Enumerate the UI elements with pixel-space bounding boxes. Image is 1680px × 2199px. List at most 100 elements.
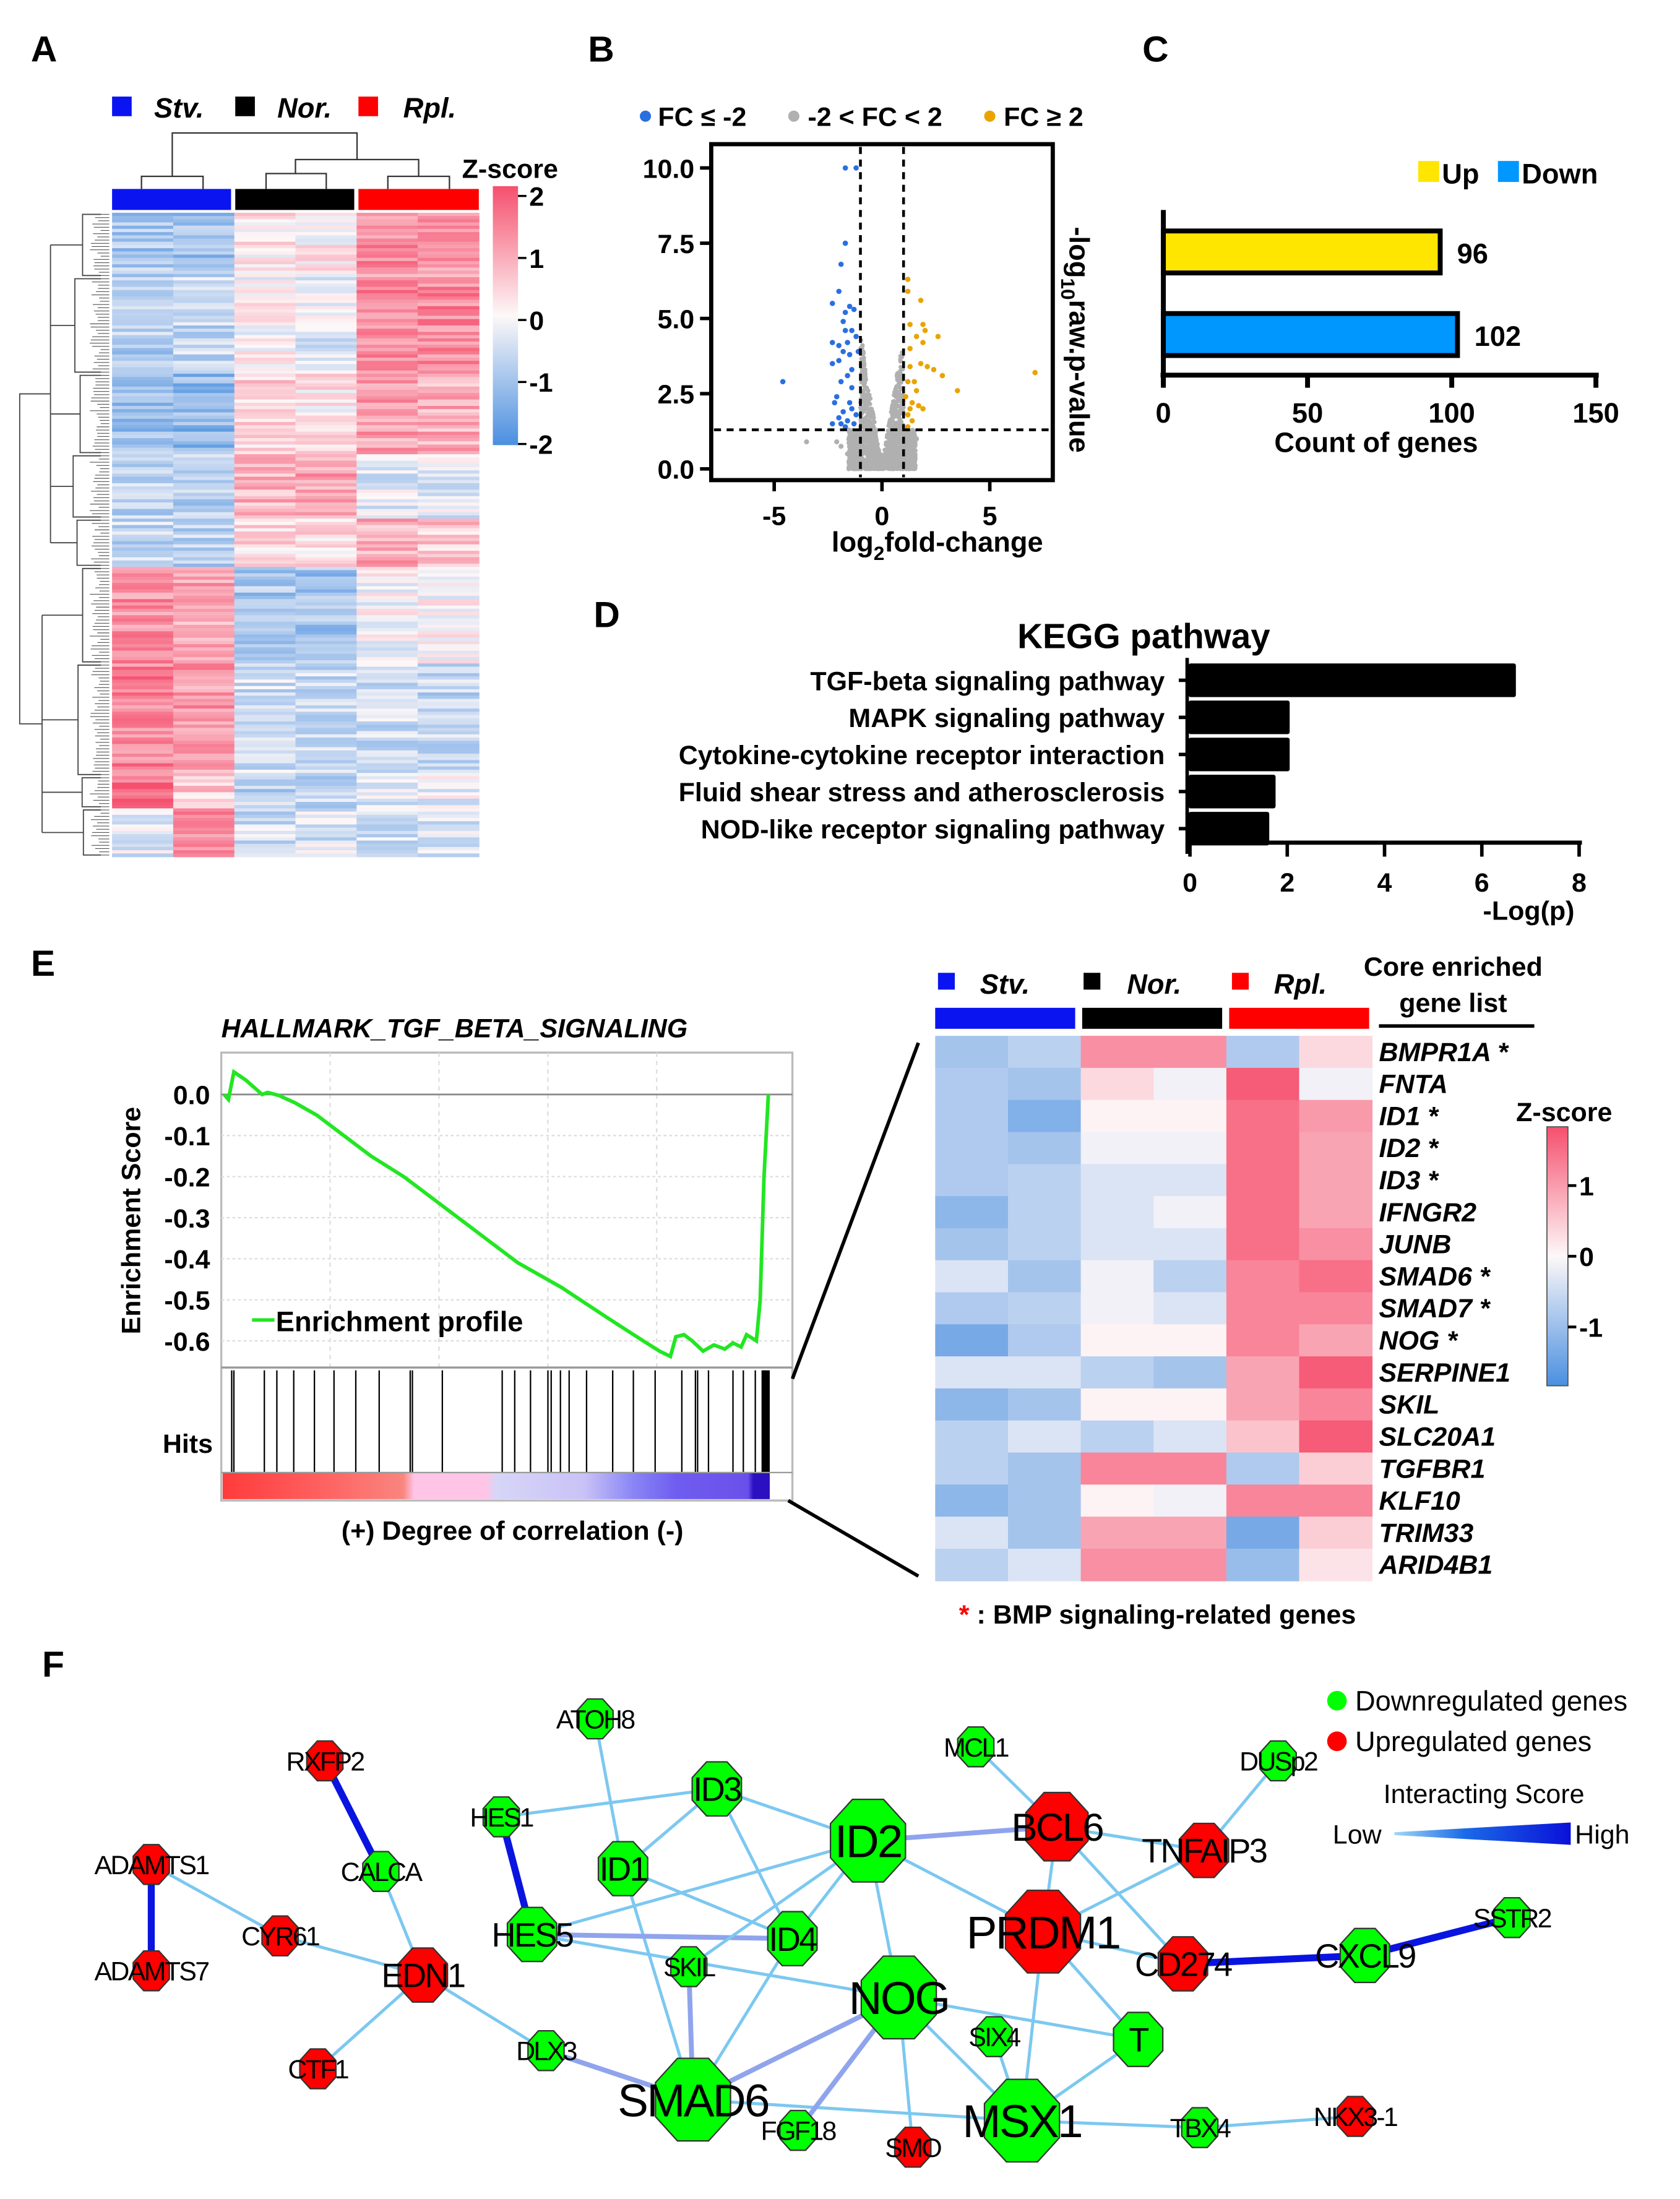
- node-label-rxfp2: RXFP2: [286, 1747, 364, 1776]
- heatmap-cell: [234, 232, 296, 236]
- heatmap-cell: [418, 450, 480, 455]
- heatmap-cell: [295, 447, 358, 452]
- heatmap-cell: [295, 747, 358, 751]
- heatmap-cell: [295, 802, 358, 806]
- point-ns: [895, 371, 900, 376]
- heatmap-cell: [356, 260, 418, 265]
- heatmap-cell: [173, 506, 235, 510]
- heatmap-cell: [1153, 1164, 1227, 1197]
- heatmap-cell: [112, 802, 174, 806]
- heatmap-cell: [418, 312, 480, 317]
- heatmap-cell: [295, 345, 358, 349]
- heatmap-cell: [1153, 1484, 1227, 1518]
- heatmap-cell: [1007, 1164, 1082, 1197]
- edge-hes5-nog: [532, 1932, 899, 1999]
- point-down: [829, 361, 835, 366]
- heatmap-cell: [112, 592, 174, 596]
- dendrogram-lines: [140, 132, 450, 189]
- heatmap-cell: [356, 399, 418, 403]
- heatmap-cell: [418, 650, 480, 655]
- heatmap-cell: [112, 653, 174, 658]
- heatmap-cell: [295, 731, 358, 735]
- heatmap-cell: [173, 444, 235, 449]
- heatmap-cell: [418, 422, 480, 426]
- heatmap-cell: [418, 612, 480, 616]
- heatmap-cell: [234, 476, 296, 481]
- heatmap-cell: [173, 850, 235, 854]
- heatmap-cell: [295, 789, 358, 793]
- point-ns: [861, 409, 866, 414]
- dendrogram-root: [19, 393, 51, 725]
- heatmap-cell: [173, 818, 235, 822]
- heatmap-cell: [295, 612, 358, 616]
- node-dusp2: [1259, 1740, 1297, 1782]
- heatmap-cell: [234, 624, 296, 629]
- heatmap-cell: [356, 406, 418, 410]
- heatmap-cell: [112, 770, 174, 774]
- legend-dot-down: [1327, 1690, 1347, 1711]
- heatmap-cell: [935, 1517, 1009, 1549]
- point-ns: [870, 410, 875, 415]
- heatmap-cell: [234, 519, 296, 523]
- heatmap-cell: [295, 325, 358, 330]
- heatmap-cell: [356, 676, 418, 681]
- heatmap-cell: [1080, 1132, 1155, 1165]
- point-down: [840, 348, 846, 355]
- heatmap-cell: [356, 834, 418, 838]
- heatmap-cell: [356, 251, 418, 256]
- heatmap-cell: [234, 309, 296, 314]
- heatmap-cell: [112, 602, 174, 606]
- heatmap-cell: [173, 702, 235, 706]
- bar: [1188, 700, 1290, 734]
- point-ns: [893, 414, 898, 419]
- heatmap-cell: [234, 322, 296, 326]
- heatmap-cell: [173, 480, 235, 484]
- heatmap-cell: [173, 270, 235, 275]
- heatmap-cell: [356, 486, 418, 491]
- heatmap-cell: [112, 370, 174, 374]
- heatmap-cell: [356, 618, 418, 622]
- heatmap-cell: [295, 219, 358, 223]
- heatmap-cell: [112, 341, 174, 346]
- heatmap-cell: [234, 228, 296, 233]
- heatmap-cell: [418, 773, 480, 777]
- heatmap-cell: [234, 811, 296, 815]
- heatmap-cell: [418, 640, 480, 645]
- heatmap-cell: [234, 721, 296, 726]
- footnote-text: : BMP signaling-related genes: [970, 1600, 1356, 1630]
- heatmap-cell: [356, 541, 418, 545]
- heatmap-cell: [295, 476, 358, 481]
- heatmap-cell: [1007, 1548, 1082, 1581]
- legend-label-down: FC ≤ -2: [658, 103, 746, 132]
- point-ns: [881, 465, 885, 470]
- legend-swatch-stv: [937, 973, 955, 990]
- heatmap-cell: [418, 596, 480, 600]
- heatmap-cell: [173, 502, 235, 507]
- heatmap-cell: [173, 235, 235, 239]
- heatmap-cell: [295, 650, 358, 655]
- heatmap-cell: [356, 702, 418, 706]
- heatmap-cell: [295, 316, 358, 320]
- heatmap-cell: [234, 286, 296, 291]
- colorbar-tick-label: 1: [529, 244, 544, 274]
- heatmap-cell: [418, 270, 480, 275]
- point-down: [845, 418, 850, 424]
- heatmap-cell: [356, 358, 418, 362]
- heatmap-cell: [295, 782, 358, 786]
- heatmap-cell: [295, 483, 358, 488]
- heatmap-cell: [234, 560, 296, 564]
- heatmap-cell: [173, 834, 235, 838]
- heatmap-cell: [418, 238, 480, 243]
- point-ns: [861, 432, 866, 437]
- bar-up: [1161, 228, 1443, 276]
- heatmap-cell: [1226, 1132, 1300, 1165]
- heatmap-cell: [295, 573, 358, 577]
- heatmap-cell: [173, 454, 235, 458]
- heatmap-cell: [295, 428, 358, 432]
- heatmap-cell: [173, 351, 235, 355]
- heatmap-cell: [356, 425, 418, 429]
- node-id3: [691, 1761, 743, 1817]
- heatmap-cell: [173, 615, 235, 619]
- heatmap-cell: [356, 434, 418, 439]
